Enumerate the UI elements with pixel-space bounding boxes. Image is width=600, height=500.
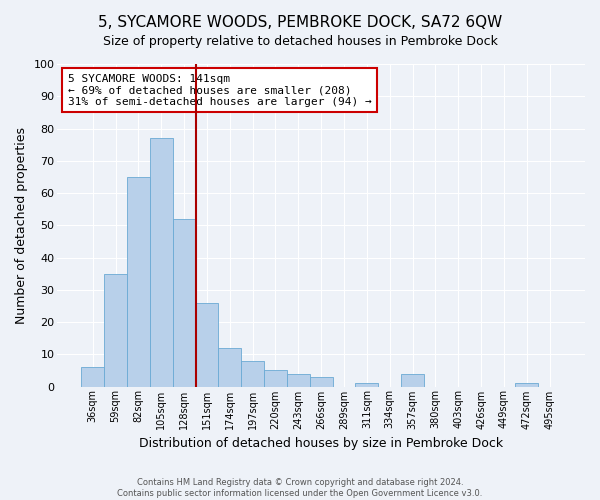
Text: Size of property relative to detached houses in Pembroke Dock: Size of property relative to detached ho… [103,35,497,48]
Bar [310,377,332,386]
Bar [196,302,218,386]
Bar [218,348,241,387]
Bar [515,384,538,386]
Bar [287,374,310,386]
X-axis label: Distribution of detached houses by size in Pembroke Dock: Distribution of detached houses by size … [139,437,503,450]
Bar [355,384,378,386]
Bar [173,219,196,386]
Bar [104,274,127,386]
Bar [82,367,104,386]
Y-axis label: Number of detached properties: Number of detached properties [15,127,28,324]
Bar [150,138,173,386]
Bar [127,177,150,386]
Bar [241,360,264,386]
Text: Contains HM Land Registry data © Crown copyright and database right 2024.
Contai: Contains HM Land Registry data © Crown c… [118,478,482,498]
Bar [401,374,424,386]
Bar [264,370,287,386]
Text: 5 SYCAMORE WOODS: 141sqm
← 69% of detached houses are smaller (208)
31% of semi-: 5 SYCAMORE WOODS: 141sqm ← 69% of detach… [68,74,371,107]
Text: 5, SYCAMORE WOODS, PEMBROKE DOCK, SA72 6QW: 5, SYCAMORE WOODS, PEMBROKE DOCK, SA72 6… [98,15,502,30]
